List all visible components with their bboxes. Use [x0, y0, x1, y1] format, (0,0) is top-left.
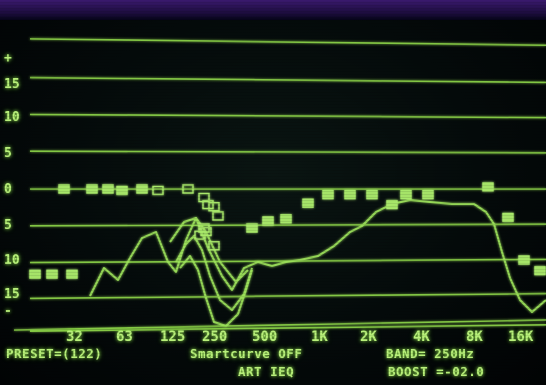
band-marker — [386, 199, 398, 210]
band-marker — [202, 199, 214, 210]
grid-line — [29, 292, 546, 300]
y-tick-label: - — [4, 304, 12, 319]
band-marker — [198, 223, 210, 233]
band-marker — [136, 184, 148, 194]
band-marker — [29, 269, 41, 279]
response-curve — [175, 235, 253, 311]
band-marker — [46, 269, 58, 279]
band-marker — [302, 198, 314, 208]
x-tick-label: 1K — [311, 329, 328, 345]
band-marker — [482, 182, 494, 192]
band-marker — [102, 184, 114, 194]
x-tick-label: 32 — [66, 329, 83, 345]
band-marker — [198, 192, 210, 203]
band-marker — [58, 184, 70, 194]
grid-line — [29, 223, 546, 227]
y-tick-label: 0 — [4, 182, 12, 197]
y-tick-label: 15 — [4, 77, 20, 92]
band-marker — [262, 216, 274, 226]
y-tick-label: 15 — [4, 287, 20, 302]
grid-line — [29, 324, 546, 332]
band-marker — [182, 184, 194, 194]
band-readout: BAND= 250Hz — [386, 346, 475, 361]
preset-readout: PRESET=(122) — [6, 346, 103, 361]
x-tick-label: 125 — [160, 329, 186, 345]
band-marker — [502, 212, 514, 223]
grid-line — [29, 150, 546, 154]
x-tick-label: 63 — [116, 329, 133, 345]
top-bezel-bar — [0, 0, 546, 20]
response-curve — [89, 199, 546, 313]
x-tick-label: 16K — [508, 329, 534, 345]
band-marker — [152, 185, 164, 196]
grid-lines — [13, 38, 546, 332]
band-marker — [246, 223, 258, 233]
band-marker — [422, 189, 434, 200]
band-marker — [322, 189, 334, 200]
y-tick-label: 10 — [4, 110, 20, 125]
grid-line — [29, 76, 546, 84]
band-marker — [400, 189, 412, 200]
x-tick-label: 250 — [202, 329, 228, 345]
band-marker — [66, 269, 78, 279]
response-traces — [89, 199, 546, 327]
band-marker — [518, 255, 530, 265]
grid-line — [13, 319, 546, 331]
x-tick-label: 500 — [252, 329, 278, 345]
grid-line — [29, 38, 546, 46]
band-marker — [280, 214, 292, 224]
x-tick-label: 8K — [466, 329, 483, 345]
band-marker — [116, 185, 128, 196]
band-markers[interactable] — [29, 182, 546, 279]
boost-readout: BOOST =-02.0 — [388, 364, 485, 379]
band-marker — [208, 202, 220, 212]
band-marker — [534, 265, 546, 276]
device-name: ART IEQ — [238, 364, 295, 379]
band-marker — [208, 241, 220, 251]
band-marker — [86, 184, 98, 194]
smartcurve-status: Smartcurve OFF — [190, 346, 303, 361]
y-tick-label: 5 — [4, 218, 12, 233]
band-marker — [344, 189, 356, 200]
band-marker — [366, 189, 378, 200]
y-tick-label: + — [4, 51, 12, 66]
band-marker — [194, 230, 206, 240]
response-curve — [179, 255, 253, 327]
grid-line — [29, 113, 546, 119]
x-tick-label: 4K — [413, 329, 430, 345]
y-tick-label: 10 — [4, 253, 20, 268]
x-tick-label: 2K — [360, 329, 377, 345]
band-marker — [212, 211, 224, 221]
y-tick-label: 5 — [4, 146, 12, 161]
